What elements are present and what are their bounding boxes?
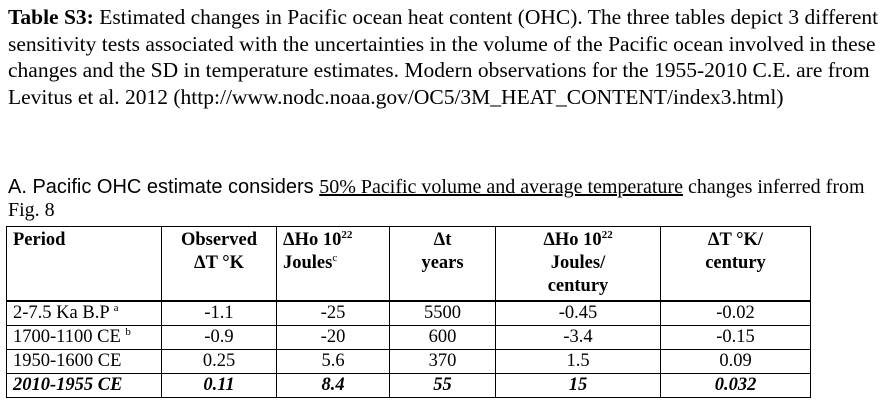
row-note: b <box>125 325 131 338</box>
subtitle-intro: A. Pacific OHC estimate considers <box>8 176 320 198</box>
row-rate: 1.5 <box>495 349 661 374</box>
table-subtitle: A. Pacific OHC estimate considers 50% Pa… <box>8 176 888 222</box>
row-dho: 8.4 <box>276 373 390 398</box>
header-rate: ΔHo 1022 Joules/century <box>495 226 661 302</box>
table-row: 1700-1100 CE b -0.9 -20 600 -3.4 -0.15 <box>6 325 811 350</box>
row-rate: -3.4 <box>495 325 661 350</box>
caption-label: Table S3: <box>8 5 94 29</box>
row-rate: 15 <box>495 373 661 398</box>
row-period: 2010-1955 CE <box>6 373 162 398</box>
row-dt: 600 <box>389 325 496 350</box>
row-observed: 0.11 <box>161 373 277 398</box>
row-dho: 5.6 <box>276 349 390 374</box>
row-period: 1950-1600 CE <box>6 349 162 374</box>
header-tk: ΔT °K/century <box>660 226 811 302</box>
row-observed: -0.9 <box>161 325 277 350</box>
table-row: 2010-1955 CE 0.11 8.4 55 15 0.032 <box>6 373 811 398</box>
ohc-table: Period Observed ΔT °K ΔHo 1022 Joulesc Δt y… <box>6 226 811 398</box>
header-observed: Observed ΔT °K <box>161 226 277 302</box>
row-dho: -20 <box>276 325 390 350</box>
subtitle-end: changes inferred from Fig. 8 <box>8 176 865 221</box>
row-dt: 370 <box>389 349 496 374</box>
header-dt: Δt years <box>389 226 496 302</box>
row-tk: -0.02 <box>660 300 811 326</box>
row-dt: 5500 <box>389 300 496 326</box>
row-tk: 0.09 <box>660 349 811 374</box>
row-rate: -0.45 <box>495 300 661 326</box>
table-caption: Table S3: Estimated changes in Pacific o… <box>8 4 888 110</box>
row-note: a <box>113 301 119 314</box>
header-dho: ΔHo 1022 Joulesc <box>276 226 390 302</box>
row-observed: -1.1 <box>161 300 277 326</box>
table-row: 2-7.5 Ka B.P a -1.1 -25 5500 -0.45 -0.02 <box>6 300 811 326</box>
caption-text: Estimated changes in Pacific ocean heat … <box>8 5 879 109</box>
table-header-row: Period Observed ΔT °K ΔHo 1022 Joulesc Δt y… <box>6 226 811 302</box>
row-period: 2-7.5 Ka B.P <box>13 303 109 323</box>
header-period: Period <box>6 226 162 302</box>
row-dt: 55 <box>389 373 496 398</box>
subtitle-underlined: 50% Pacific volume and average temperatu… <box>319 176 683 198</box>
row-period: 1700-1100 CE <box>13 327 121 347</box>
row-tk: 0.032 <box>660 373 811 398</box>
row-dho: -25 <box>276 300 390 326</box>
table-row: 1950-1600 CE 0.25 5.6 370 1.5 0.09 <box>6 349 811 374</box>
row-observed: 0.25 <box>161 349 277 374</box>
row-tk: -0.15 <box>660 325 811 350</box>
